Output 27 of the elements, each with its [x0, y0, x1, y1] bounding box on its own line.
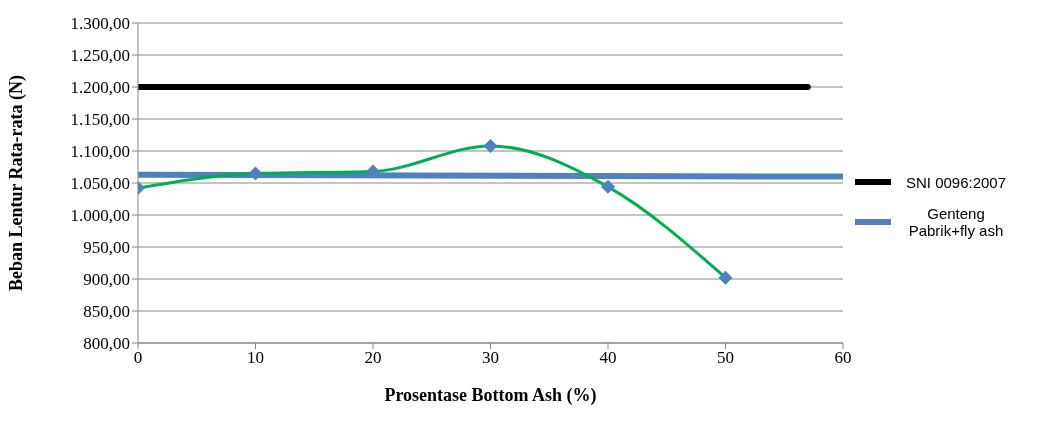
y-axis-title: Beban Lentur Rata-rata (N): [6, 74, 28, 292]
x-tick-label: 30: [482, 348, 499, 368]
x-tick-label: 0: [133, 348, 143, 368]
point: [601, 179, 615, 194]
y-tick-label: 950,00: [83, 238, 130, 258]
x-tick-label: 60: [834, 348, 852, 368]
point: [248, 166, 263, 181]
point: [366, 164, 380, 179]
text: Genteng Pabrik+fly ash: [907, 204, 1005, 239]
y-tick-label: 1.150,00: [70, 110, 130, 130]
y-tick-label: 1.050,00: [70, 174, 130, 194]
point: [483, 138, 498, 153]
x-axis-title: Prosentase Bottom Ash (%): [384, 385, 597, 406]
point: [718, 270, 733, 285]
x-tick-label: 10: [247, 348, 264, 368]
legend-label: SNI 0096:2007: [904, 173, 1008, 191]
x-tick-label: 50: [717, 348, 734, 368]
x-tick-label: 20: [364, 348, 382, 368]
y-tick-label: 1.300,00: [70, 14, 130, 34]
y-tick-label: 850,00: [83, 302, 130, 322]
x-tick-label: 40: [599, 348, 617, 368]
y-tick-label: 1.100,00: [70, 142, 130, 162]
y-tick-label: 1.000,00: [70, 206, 130, 226]
y-tick-label: 1.250,00: [70, 46, 130, 66]
y-tick-label: 800,00: [83, 334, 130, 354]
y-tick-label: 1.200,00: [70, 78, 130, 98]
y-tick-label: 900,00: [83, 270, 130, 290]
